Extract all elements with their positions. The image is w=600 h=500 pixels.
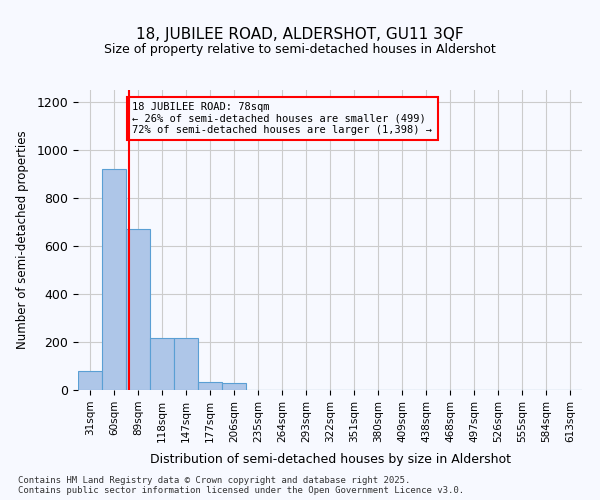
Bar [126,229,150,390]
Text: 18 JUBILEE ROAD: 78sqm
← 26% of semi-detached houses are smaller (499)
72% of se: 18 JUBILEE ROAD: 78sqm ← 26% of semi-det… [133,102,433,135]
Bar [198,382,222,390]
Text: 18, JUBILEE ROAD, ALDERSHOT, GU11 3QF: 18, JUBILEE ROAD, ALDERSHOT, GU11 3QF [136,28,464,42]
Bar [150,338,174,390]
Text: Size of property relative to semi-detached houses in Aldershot: Size of property relative to semi-detach… [104,42,496,56]
Bar [78,371,102,390]
X-axis label: Distribution of semi-detached houses by size in Aldershot: Distribution of semi-detached houses by … [149,453,511,466]
Bar [222,383,246,390]
Bar [174,338,198,390]
Text: Contains HM Land Registry data © Crown copyright and database right 2025.
Contai: Contains HM Land Registry data © Crown c… [18,476,464,495]
Y-axis label: Number of semi-detached properties: Number of semi-detached properties [16,130,29,350]
Bar [102,169,126,390]
